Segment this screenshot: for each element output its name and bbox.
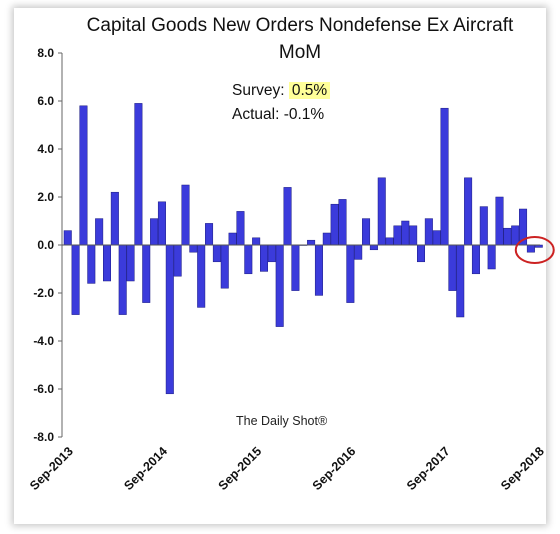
- x-tick-label: Sep-2018: [498, 444, 547, 493]
- x-tick-label: Sep-2014: [121, 444, 170, 493]
- survey-value: 0.5%: [288, 82, 331, 99]
- bar: [503, 227, 512, 246]
- y-tick-label: 0.0: [37, 238, 54, 252]
- bar: [212, 244, 221, 263]
- bar: [409, 225, 418, 246]
- survey-label: Survey:: [232, 82, 285, 99]
- bar: [103, 244, 111, 282]
- actual-value: -0.1%: [283, 106, 325, 123]
- y-tick-label: 2.0: [37, 190, 54, 204]
- bar: [354, 244, 363, 260]
- bar: [173, 244, 182, 277]
- bar: [71, 244, 80, 315]
- y-tick-label: 4.0: [37, 142, 54, 156]
- x-tick-label: Sep-2016: [310, 444, 359, 493]
- bar: [87, 244, 96, 284]
- bar: [307, 239, 316, 246]
- bar: [181, 184, 190, 246]
- bar: [110, 191, 119, 246]
- bar: [448, 244, 457, 291]
- bar: [432, 230, 441, 246]
- x-tick-label: Sep-2017: [404, 444, 453, 493]
- bar: [205, 223, 214, 246]
- bar: [189, 244, 198, 253]
- bar: [228, 232, 237, 246]
- bar: [252, 237, 261, 246]
- bar: [440, 107, 449, 246]
- bar: [283, 187, 292, 246]
- bar: [393, 225, 402, 246]
- bar: [134, 103, 143, 246]
- bar: [346, 244, 355, 303]
- bar: [260, 244, 268, 272]
- bar: [487, 244, 496, 270]
- bar: [291, 244, 300, 291]
- y-tick-label: -8.0: [33, 430, 54, 444]
- bar: [95, 218, 104, 246]
- chart-subtitle: MoM: [278, 42, 322, 63]
- bar: [456, 244, 465, 318]
- bar: [79, 105, 88, 246]
- bar: [275, 244, 284, 327]
- bar: [464, 177, 473, 246]
- chart-title: Capital Goods New Orders Nondefense Ex A…: [86, 15, 514, 36]
- bar: [142, 244, 151, 303]
- bar: [244, 244, 253, 275]
- x-tick-label: Sep-2015: [216, 444, 265, 493]
- y-tick-label: -4.0: [33, 334, 54, 348]
- survey-callout: Survey: 0.5%: [232, 82, 331, 100]
- bar: [369, 244, 378, 251]
- bar: [322, 232, 331, 246]
- y-tick-label: -6.0: [33, 382, 54, 396]
- bar: [118, 244, 127, 315]
- bar: [220, 244, 229, 289]
- x-tick-label: Sep-2013: [27, 444, 76, 493]
- bar: [362, 218, 371, 246]
- bar: [471, 244, 480, 275]
- actual-callout: Actual: -0.1%: [232, 106, 324, 124]
- y-tick-label: 8.0: [37, 46, 54, 60]
- bar: [63, 230, 72, 246]
- bar: [126, 244, 135, 282]
- bar: [157, 201, 166, 246]
- source-credit: The Daily Shot®: [236, 414, 328, 428]
- bar: [267, 244, 276, 263]
- bar: [495, 196, 504, 246]
- y-tick-label: 6.0: [37, 94, 54, 108]
- bar: [401, 220, 410, 246]
- bar: [385, 237, 394, 246]
- bar: [424, 218, 433, 246]
- bar: [314, 244, 323, 296]
- bar: [150, 218, 159, 246]
- bar: [165, 244, 174, 395]
- actual-label: Actual:: [232, 106, 280, 123]
- bar: [338, 199, 347, 246]
- bar: [479, 206, 488, 246]
- highlight-circle: [514, 236, 555, 264]
- bar: [197, 244, 206, 308]
- bar: [377, 177, 386, 246]
- y-tick-label: -2.0: [33, 286, 54, 300]
- bar: [330, 203, 339, 246]
- bar: [417, 244, 425, 263]
- bar: [511, 225, 520, 246]
- bar: [526, 244, 535, 253]
- bar: [236, 211, 245, 246]
